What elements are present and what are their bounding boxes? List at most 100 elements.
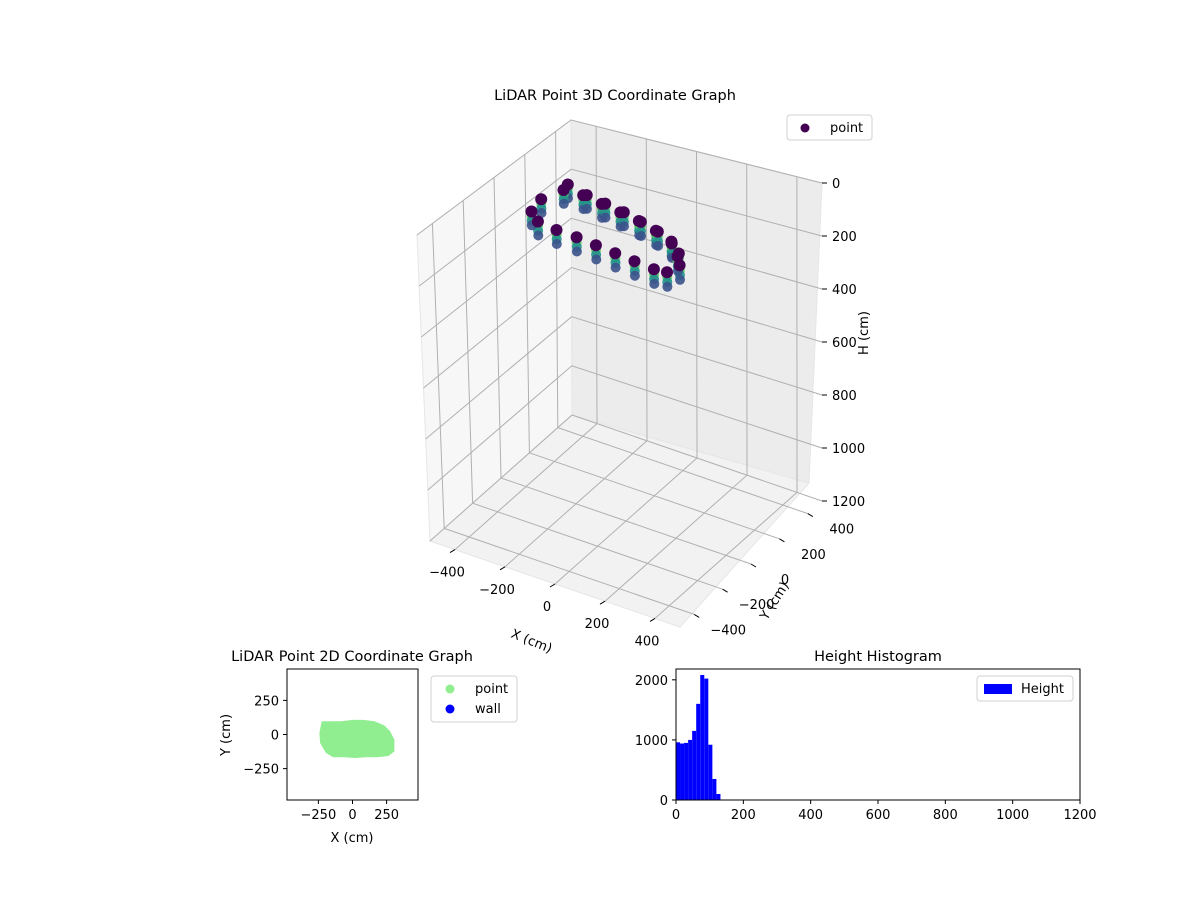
x-tick-label: −200 <box>479 583 515 598</box>
legend-label-wall: wall <box>475 702 501 717</box>
legend-marker-point <box>800 123 810 133</box>
y-tick-label: −200 <box>739 598 775 613</box>
lidar-point <box>636 231 647 241</box>
histogram-bar <box>708 744 713 800</box>
y-tick <box>722 588 728 593</box>
chart-3d-panes <box>416 119 823 628</box>
chart-3d-axes: −400−2000200400−400−20002004000200400600… <box>429 177 865 649</box>
grid-line-z <box>420 217 823 338</box>
lidar-point <box>653 240 664 251</box>
grid-line-y-floor <box>529 452 780 540</box>
y-tick-label: 2000 <box>635 674 668 689</box>
histogram-bar <box>696 703 701 800</box>
x-tick-label: 400 <box>798 808 823 823</box>
chart-2d-title: LiDAR Point 2D Coordinate Graph <box>231 649 473 665</box>
chart-3d-legend: point <box>786 114 873 141</box>
y-tick-label: 0 <box>781 573 789 588</box>
lidar-point <box>651 225 664 238</box>
legend-marker-height <box>984 684 1012 694</box>
histogram-bar <box>676 742 681 800</box>
x-tick-label: 800 <box>933 808 958 823</box>
legend-label-point: point <box>830 121 863 136</box>
y-tick-label: 400 <box>829 523 854 538</box>
z-tick-label: 600 <box>832 336 857 351</box>
lidar-point <box>661 266 673 279</box>
z-tick-label: 1200 <box>832 495 865 510</box>
x-tick-label: −250 <box>301 808 337 823</box>
lidar-point <box>665 237 678 250</box>
chart-2d-xlabel: X (cm) <box>331 831 374 846</box>
x-tick-label: 0 <box>543 600 551 615</box>
lidar-point <box>591 254 602 265</box>
y-tick-label: 0 <box>660 794 668 809</box>
x-tick-label: 1000 <box>996 808 1029 823</box>
z-tick-label: 1000 <box>832 442 865 457</box>
y-tick <box>807 513 814 518</box>
y-tick-label: 200 <box>801 548 826 563</box>
histogram-bar <box>684 742 689 800</box>
histogram-bar <box>688 739 693 800</box>
lidar-point <box>580 189 593 202</box>
x-tick-label: 250 <box>374 808 399 823</box>
lidar-point <box>671 250 684 263</box>
y-tick <box>750 563 757 568</box>
lidar-point <box>525 205 538 218</box>
histogram-ticks: 0 200 400 600 800 1000 1200 0 1000 2000 <box>635 674 1097 823</box>
chart-3d-xlabel: X (cm) <box>509 627 554 657</box>
chart-2d: LiDAR Point 2D Coordinate Graph −250 0 250… <box>219 649 518 846</box>
histogram-bars <box>676 675 721 800</box>
chart-2d-ticks: −250 0 250 −250 0 250 <box>243 694 399 823</box>
histogram-legend: Height <box>976 675 1074 702</box>
histogram-bar <box>692 730 697 800</box>
z-tick-label: 400 <box>832 283 857 298</box>
x-tick-label: −400 <box>429 566 465 581</box>
chart-histogram: Height Histogram 0 200 400 600 800 1000 1200 0 1… <box>635 649 1097 823</box>
y-tick-label: 1000 <box>635 734 668 749</box>
y-tick-label: 250 <box>254 694 279 709</box>
lidar-point <box>600 212 611 223</box>
z-tick-label: 0 <box>832 177 840 192</box>
chart-3d: LiDAR Point 3D Coordinate Graph −400 −200… <box>416 88 873 657</box>
lidar-point <box>531 215 544 228</box>
lidar-point <box>610 262 621 273</box>
legend-box <box>976 675 1074 702</box>
lidar-point <box>628 255 641 268</box>
legend-marker-wall <box>445 704 455 714</box>
x-tick <box>549 583 556 588</box>
x-tick-label: 200 <box>585 617 610 632</box>
grid-line-y-floor <box>557 427 808 515</box>
y-tick-label: −250 <box>243 763 279 778</box>
lidar-point <box>550 224 563 236</box>
lidar-point <box>634 215 647 228</box>
grid-line-y-floor <box>444 527 695 615</box>
chart-2d-ylabel: Y (cm) <box>219 714 234 757</box>
lidar-point <box>647 263 660 276</box>
grid-line-y-floor <box>500 477 752 565</box>
x-tick-label: 1200 <box>1063 808 1096 823</box>
lidar-point <box>662 281 673 292</box>
legend-label-height: Height <box>1021 682 1064 697</box>
lidar-point <box>675 274 685 285</box>
lidar-point <box>599 197 612 210</box>
lidar-point <box>629 270 640 281</box>
chart-2d-point-cloud <box>319 719 395 759</box>
legend-label-point: point <box>475 682 508 697</box>
lidar-point <box>619 221 629 232</box>
y-tick <box>779 538 785 543</box>
legend-marker-point <box>445 684 455 694</box>
x-tick-label: 0 <box>672 808 680 823</box>
lidar-point <box>533 230 544 241</box>
histogram-title: Height Histogram <box>814 649 942 665</box>
x-tick-label: 200 <box>731 808 756 823</box>
grid-line-z <box>425 316 823 440</box>
chart-3d-grid <box>416 119 823 619</box>
legend-box <box>786 114 873 141</box>
chart-3d-zlabel: H (cm) <box>857 311 872 355</box>
chart-3d-title: LiDAR Point 3D Coordinate Graph <box>494 88 736 104</box>
y-tick-label: 0 <box>271 729 279 744</box>
lidar-point <box>581 203 592 214</box>
chart-3d-points <box>525 178 686 292</box>
x-tick-label: 400 <box>635 634 660 649</box>
lidar-point <box>536 208 547 218</box>
